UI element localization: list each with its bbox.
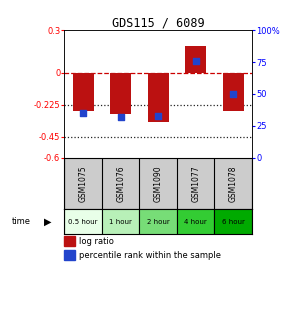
Bar — [64, 250, 75, 260]
Text: 6 hour: 6 hour — [222, 218, 245, 224]
Point — [156, 113, 161, 118]
Bar — [64, 209, 102, 234]
Bar — [102, 209, 139, 234]
Text: GSM1076: GSM1076 — [116, 165, 125, 202]
Bar — [177, 209, 214, 234]
Text: GSM1075: GSM1075 — [79, 165, 88, 202]
Text: percentile rank within the sample: percentile rank within the sample — [79, 251, 221, 260]
Point — [193, 58, 198, 64]
Bar — [139, 209, 177, 234]
Text: GSM1077: GSM1077 — [191, 165, 200, 202]
Bar — [223, 73, 243, 111]
Title: GDS115 / 6089: GDS115 / 6089 — [112, 16, 205, 29]
Bar — [185, 46, 206, 73]
Text: 2 hour: 2 hour — [147, 218, 170, 224]
Point — [118, 114, 123, 120]
Text: 4 hour: 4 hour — [184, 218, 207, 224]
Bar — [73, 73, 93, 111]
Text: GSM1078: GSM1078 — [229, 165, 238, 202]
Text: log ratio: log ratio — [79, 237, 113, 246]
Text: time: time — [12, 217, 31, 226]
Text: 0.5 hour: 0.5 hour — [69, 218, 98, 224]
Text: ▶: ▶ — [44, 216, 52, 226]
Bar — [214, 209, 252, 234]
Text: GSM1090: GSM1090 — [154, 165, 163, 202]
Bar — [110, 73, 131, 114]
Bar — [64, 236, 75, 246]
Point — [231, 91, 236, 97]
Bar — [148, 73, 168, 122]
Text: 1 hour: 1 hour — [109, 218, 132, 224]
Point — [81, 111, 86, 116]
